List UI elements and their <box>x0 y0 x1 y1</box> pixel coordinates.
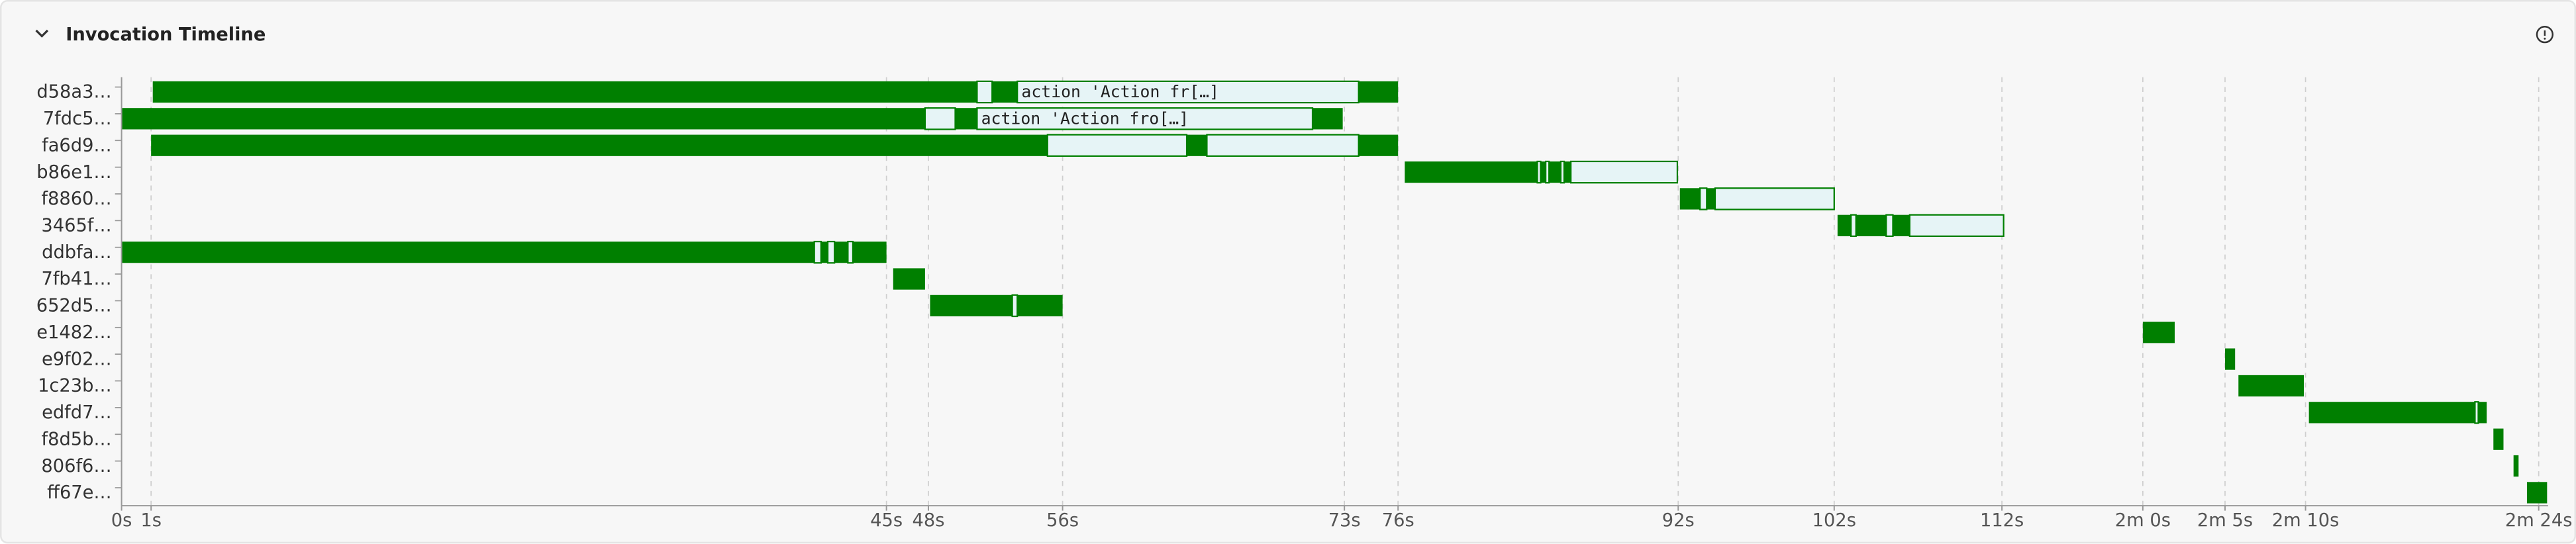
segment-filled <box>1549 161 1561 183</box>
row-label: 3465f… <box>41 216 111 236</box>
segment-open <box>1536 160 1542 184</box>
segment-filled <box>1405 161 1538 183</box>
segment-open <box>1699 187 1708 210</box>
info-icon[interactable] <box>2536 25 2554 44</box>
segment-open <box>847 240 854 264</box>
x-tick-label: 102s <box>1812 510 1856 531</box>
row-label: e9f02… <box>42 349 112 369</box>
row-label: 806f6… <box>41 456 111 476</box>
row-label: 1c23b… <box>38 376 112 396</box>
segment-open <box>924 107 956 130</box>
row-label: b86e1… <box>36 162 111 183</box>
panel-title: Invocation Timeline <box>66 24 266 45</box>
segment-filled <box>1358 134 1399 156</box>
segment-filled <box>834 242 848 263</box>
segment-filled <box>1187 134 1207 156</box>
segment-filled <box>121 108 925 130</box>
x-tick-label: 1s <box>140 510 162 531</box>
segment-filled <box>1837 214 1852 236</box>
segment-open <box>976 107 1314 130</box>
row-label: e1482… <box>36 322 111 343</box>
segment-filled <box>2224 348 2236 370</box>
row-label: ff67e… <box>47 482 112 503</box>
segment-filled <box>893 268 925 290</box>
collapse-chevron[interactable] <box>35 29 49 38</box>
segment-filled <box>1017 295 1063 317</box>
segment-filled <box>2238 375 2304 397</box>
segment-open <box>976 80 993 104</box>
x-tick-label: 0s <box>111 510 132 531</box>
x-tick-label: 112s <box>1980 510 2024 531</box>
row-label: edfd7… <box>42 402 112 423</box>
row-label: f8860… <box>41 189 111 209</box>
segment-filled <box>955 108 977 130</box>
x-tick-label: 73s <box>1328 510 1361 531</box>
segment-filled <box>820 242 828 263</box>
x-tick-label: 56s <box>1046 510 1079 531</box>
segment-label: action 'Action fro[…] <box>981 109 1189 128</box>
segment-filled <box>930 295 1013 317</box>
segment-open <box>813 240 822 264</box>
segment-filled <box>2493 428 2504 450</box>
x-tick-label: 48s <box>913 510 945 531</box>
segment-open <box>1046 134 1188 157</box>
row-label: 652d5… <box>36 296 112 316</box>
segment-open <box>826 240 836 264</box>
segment-open <box>1560 160 1565 184</box>
segment-filled <box>2308 402 2475 424</box>
segment-open <box>1206 134 1360 157</box>
segment-filled <box>2478 402 2487 424</box>
row-label: ddbfa… <box>42 242 111 263</box>
x-tick-label: 2m 0s <box>2115 510 2171 531</box>
segment-filled <box>2142 322 2175 343</box>
segment-filled <box>852 242 887 263</box>
segment-filled <box>1563 161 1571 183</box>
segment-open <box>1714 187 1835 210</box>
segment-filled <box>1679 188 1701 210</box>
segment-filled <box>2513 455 2519 477</box>
row-label: f8d5b… <box>42 429 112 449</box>
segment-open <box>2474 401 2479 424</box>
x-tick-label: 45s <box>870 510 903 531</box>
segment-open <box>1011 294 1018 318</box>
segment-open <box>1570 160 1679 184</box>
segment-filled <box>1358 81 1399 103</box>
segment-filled <box>151 134 1048 156</box>
row-label: d58a3… <box>36 82 111 103</box>
x-tick-label: 76s <box>1382 510 1414 531</box>
row-label: 7fb41… <box>41 269 111 289</box>
segment-filled <box>2526 482 2548 504</box>
segment-open <box>1545 160 1550 184</box>
segment-filled <box>152 81 977 103</box>
segment-filled <box>1540 161 1546 183</box>
x-tick-label: 2m 24s <box>2505 510 2572 531</box>
segment-open <box>1885 214 1894 238</box>
segment-filled <box>1856 214 1887 236</box>
segment-label: action 'Action fr[…] <box>1021 82 1219 101</box>
segment-open <box>1908 214 2005 238</box>
segment-open <box>1850 214 1857 238</box>
segment-filled <box>992 81 1018 103</box>
segment-filled <box>121 242 815 263</box>
x-tick-label: 92s <box>1662 510 1695 531</box>
row-label: 7fdc5… <box>43 109 112 129</box>
segment-filled <box>1707 188 1715 210</box>
x-tick-label: 2m 5s <box>2197 510 2253 531</box>
x-tick-label: 2m 10s <box>2272 510 2339 531</box>
segment-filled <box>1893 214 1910 236</box>
segment-filled <box>1313 108 1343 130</box>
row-label: fa6d9… <box>42 135 112 156</box>
